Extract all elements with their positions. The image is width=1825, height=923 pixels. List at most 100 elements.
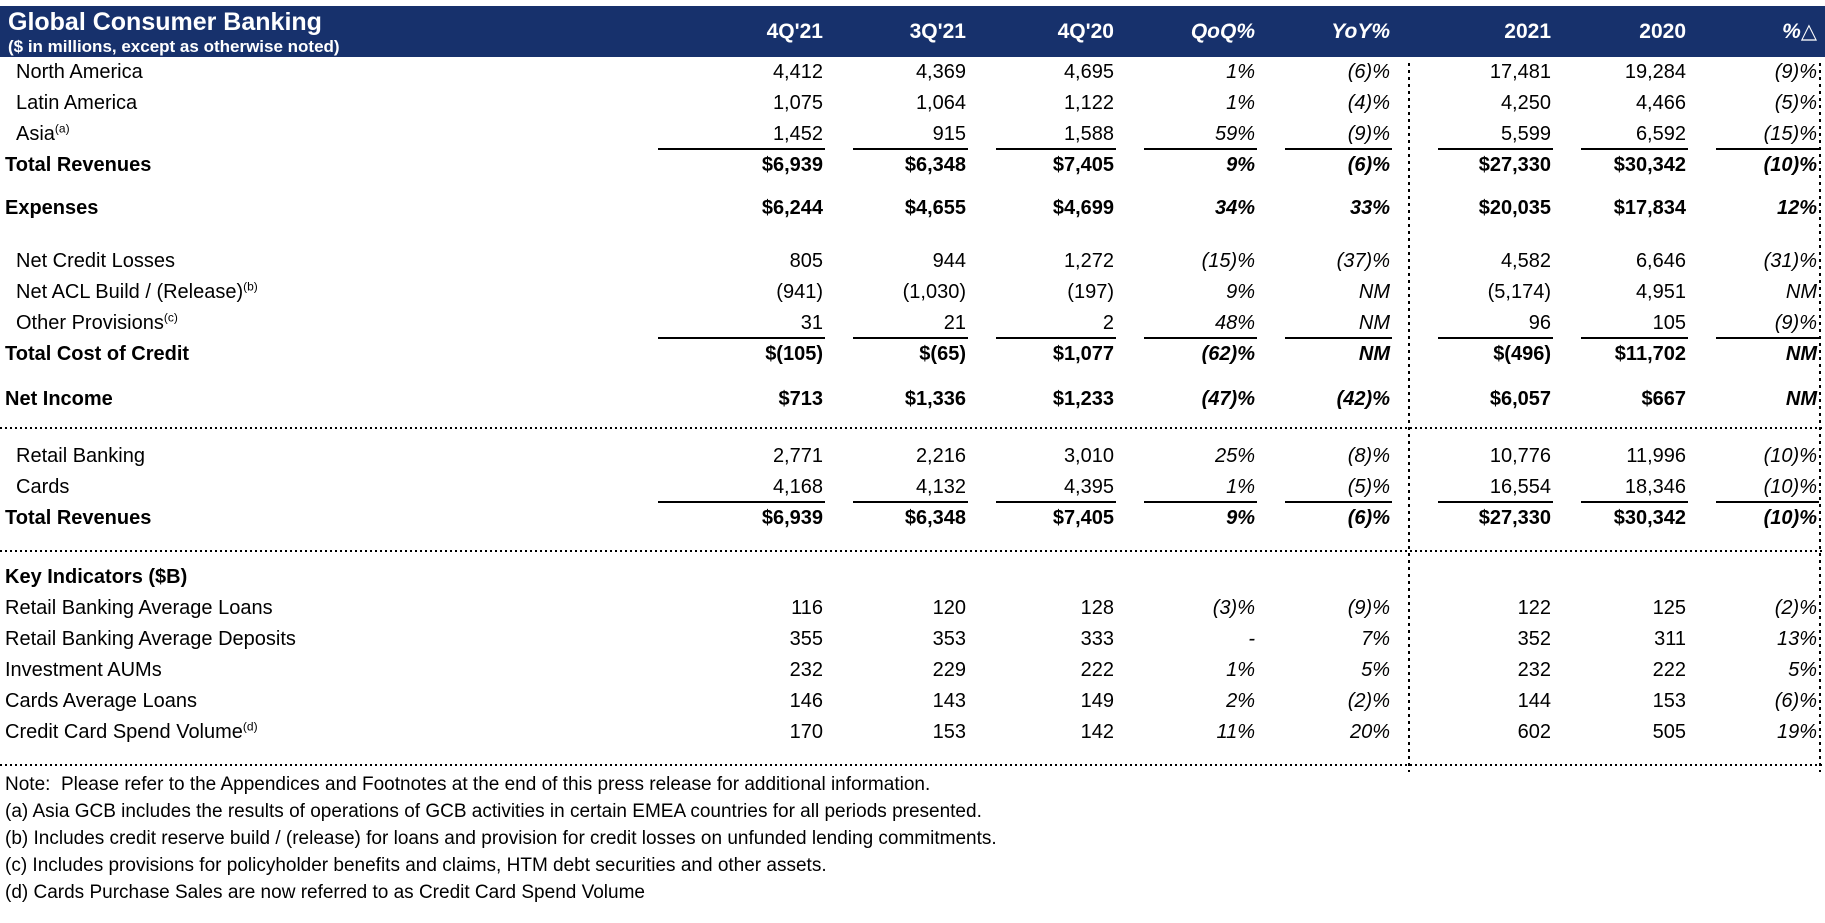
cell: 2,771	[772, 445, 823, 467]
cell: 1%	[1116, 472, 1257, 503]
cell: NM	[1257, 308, 1392, 339]
cell: 59%	[1116, 119, 1257, 150]
cell: (6)%	[1347, 154, 1390, 176]
cell: $4,655	[904, 197, 966, 219]
cell: 4,951	[1635, 281, 1686, 303]
cell: NM	[1785, 343, 1817, 365]
cell: 9%	[1226, 507, 1255, 529]
cell: $17,834	[1613, 197, 1686, 219]
header-row: Global Consumer Banking ($ in millions, …	[0, 6, 1825, 57]
cell: 2,216	[915, 445, 966, 467]
cell: 229	[932, 659, 966, 681]
footnote-marker: (b)	[243, 279, 258, 294]
cell: 805	[789, 250, 823, 272]
cell: $30,342	[1613, 154, 1686, 176]
cell: 18,346	[1553, 472, 1688, 503]
cell: 9%	[1226, 154, 1255, 176]
table-row: Retail Banking Average Deposits 355 353 333…	[0, 624, 1825, 655]
cell: (10)%	[1763, 154, 1817, 176]
cell: $713	[778, 388, 824, 410]
dotted-rule	[0, 427, 1825, 429]
cell: 311	[1654, 628, 1686, 650]
column-header: 3Q'21	[909, 19, 966, 43]
spacer-row	[0, 370, 1825, 384]
cell: 1,452	[630, 119, 825, 150]
cell: 2	[968, 308, 1116, 339]
footnote-marker: (a)	[54, 121, 70, 136]
cell: $30,342	[1613, 507, 1686, 529]
cell: (15)%	[1201, 250, 1255, 272]
dotted-rule	[0, 550, 1825, 552]
footnote-c: (c) Includes provisions for policyholder…	[5, 855, 827, 876]
cell: 10,776	[1489, 445, 1551, 467]
cell: 9%	[1226, 281, 1255, 303]
cell: 4,132	[825, 472, 968, 503]
spacer-row	[0, 429, 1825, 441]
cell: 232	[1517, 659, 1551, 681]
cell: $(496)	[1493, 343, 1551, 365]
row-label: Total Revenues	[5, 507, 152, 529]
dotted-rule-row	[0, 427, 1825, 429]
cell: (1,030)	[902, 281, 966, 303]
cell: (197)	[1067, 281, 1114, 303]
table-row: Latin America 1,075 1,064 1,122 1% (4)% 4,250 4…	[0, 88, 1825, 119]
cell: 11,996	[1626, 445, 1686, 467]
column-header: %△	[1782, 20, 1817, 43]
table-row: Cards Average Loans 146 143 149 2% (2)% 144 153…	[0, 686, 1825, 717]
column-header: 4Q'20	[1057, 19, 1114, 43]
cell	[630, 562, 825, 593]
row-label: Retail Banking	[16, 445, 145, 467]
cell: (2)%	[1774, 597, 1817, 619]
cell: 125	[1652, 597, 1686, 619]
cell: 4,250	[1500, 92, 1551, 114]
cell: (47)%	[1201, 388, 1255, 410]
cell: 333	[1080, 628, 1114, 650]
cell: $1,077	[1052, 343, 1114, 365]
cell: 142	[1080, 721, 1114, 743]
cell: NM	[1358, 281, 1390, 303]
cell: 20%	[1349, 721, 1390, 743]
row-label: Retail Banking Average Deposits	[5, 628, 296, 650]
cell: (6)%	[1347, 61, 1390, 83]
cell: $20,035	[1478, 197, 1551, 219]
cell: (6)%	[1347, 507, 1390, 529]
cell: 13%	[1776, 628, 1817, 650]
cell: 944	[932, 250, 966, 272]
table-right-edge	[1819, 6, 1825, 57]
footnote-marker: (d)	[242, 719, 258, 734]
vertical-dashed-divider	[1408, 63, 1410, 772]
row-label: Cards Average Loans	[5, 690, 197, 712]
table-row: Asia(a) 1,452 915 1,588 59% (9)% 5,599 6,592 (15…	[0, 119, 1825, 150]
cell: 222	[1652, 659, 1686, 681]
cell: 1%	[1226, 92, 1255, 114]
footnote-note: Note: Please refer to the Appendices and…	[5, 774, 931, 795]
cell: 232	[789, 659, 823, 681]
cell: NM	[1785, 281, 1817, 303]
cell: 96	[1410, 308, 1553, 339]
cell: (42)%	[1336, 388, 1390, 410]
row-label: Net Income	[5, 388, 113, 410]
row-label: Latin America	[16, 92, 138, 114]
table-body: North America 4,412 4,369 4,695 1% (6)% 17,481…	[0, 57, 1825, 766]
cell: (3)%	[1212, 597, 1255, 619]
spacer-row	[0, 224, 1825, 246]
vertical-dashed-divider-right	[1819, 63, 1821, 772]
cell: (9)%	[1257, 119, 1392, 150]
cell: (15)%	[1688, 119, 1819, 150]
cell: 12%	[1776, 197, 1817, 219]
cell: 4,582	[1500, 250, 1551, 272]
cell	[825, 562, 968, 593]
cell: 170	[789, 721, 823, 743]
cell: $(65)	[919, 343, 966, 365]
cell: NM	[1785, 388, 1817, 410]
cell: $(105)	[765, 343, 823, 365]
cell: 146	[789, 690, 823, 712]
cell: 353	[932, 628, 966, 650]
cell: 25%	[1214, 445, 1255, 467]
cell	[1688, 562, 1819, 593]
cell: $6,348	[904, 154, 966, 176]
cell: 33%	[1349, 197, 1390, 219]
row-label: Credit Card Spend Volume(d)	[5, 719, 258, 743]
footnote-a: (a) Asia GCB includes the results of ope…	[5, 801, 982, 822]
table-row: Net Income $713 $1,336 $1,233 (47)% (42)% $6,0…	[0, 384, 1825, 415]
